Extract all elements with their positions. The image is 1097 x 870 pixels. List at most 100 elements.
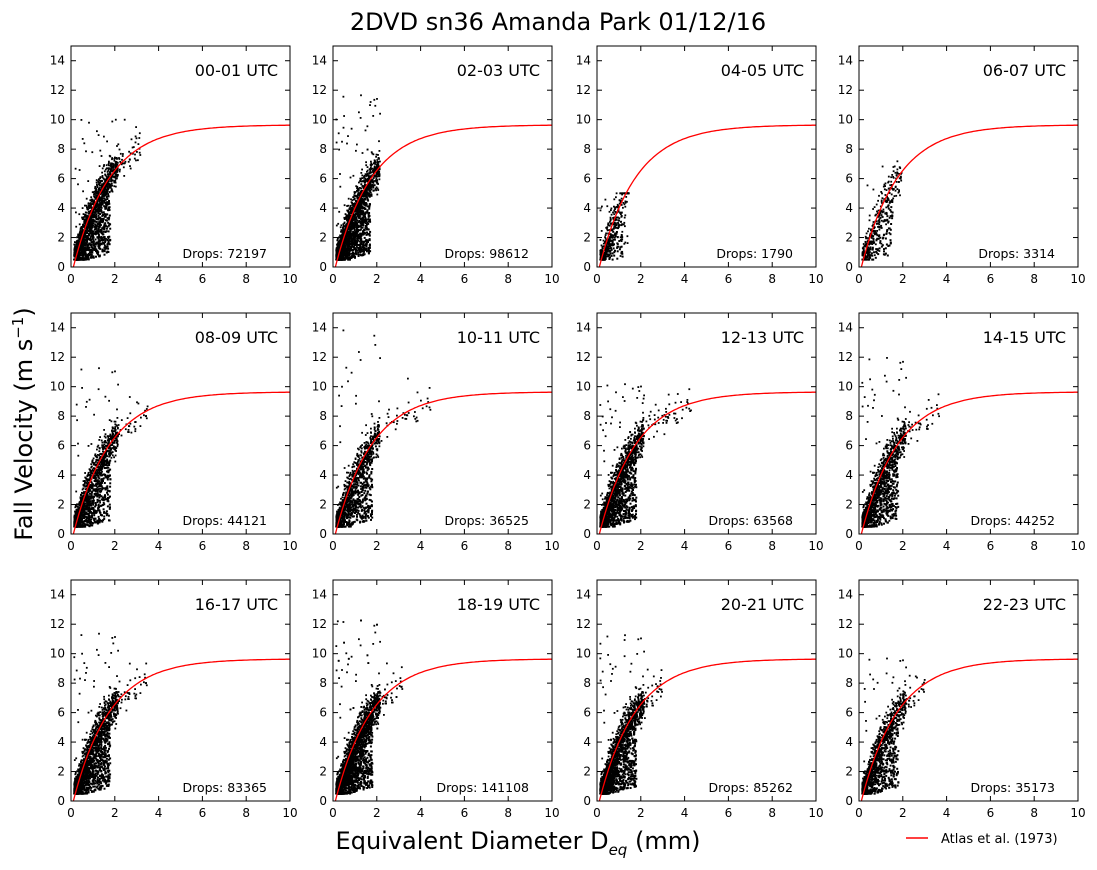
drop-point: [889, 228, 892, 231]
drop-point: [887, 175, 890, 178]
drop-point: [896, 171, 899, 174]
drop-point: [377, 189, 380, 191]
drop-point: [119, 152, 122, 155]
drop-point: [90, 227, 93, 230]
drop-point: [81, 216, 84, 219]
drop-point: [108, 162, 110, 164]
drop-point: [898, 189, 900, 192]
drop-point: [364, 190, 367, 193]
drop-point: [92, 242, 95, 245]
drop-point: [356, 249, 359, 252]
drop-point: [102, 226, 105, 229]
drop-point: [110, 169, 112, 172]
drop-point: [362, 180, 365, 183]
drop-point: [96, 222, 99, 225]
drop-point: [613, 205, 615, 208]
drop-point: [100, 206, 103, 209]
drop-point: [344, 240, 347, 242]
drop-point: [890, 180, 893, 183]
drop-point: [365, 248, 367, 251]
drop-point: [340, 251, 343, 254]
drop-point: [891, 201, 894, 203]
drop-point: [359, 235, 362, 238]
reference-curve: [334, 124, 552, 267]
drop-point: [342, 249, 345, 252]
drop-point: [356, 195, 358, 198]
y-tick-label: 4: [57, 201, 65, 215]
drop-point: [604, 234, 607, 236]
drop-point: [361, 231, 364, 234]
drop-point: [897, 191, 900, 194]
drop-point: [359, 179, 362, 182]
drop-point: [370, 188, 373, 191]
drop-point: [613, 198, 616, 201]
drop-point: [871, 254, 874, 257]
drop-point: [866, 251, 869, 254]
drop-point: [84, 252, 87, 255]
drop-point: [350, 217, 353, 219]
drop-point: [352, 254, 355, 257]
x-tick-label: 0: [329, 272, 337, 286]
drop-point: [369, 191, 372, 194]
drop-point: [614, 249, 616, 252]
drop-point: [881, 165, 884, 168]
drop-point: [366, 196, 369, 199]
y-tick-label: 10: [312, 113, 327, 127]
drop-point: [875, 250, 878, 253]
drop-point: [895, 181, 898, 183]
drop-point: [110, 165, 113, 168]
drop-point: [364, 225, 367, 228]
drop-point: [364, 183, 366, 186]
drop-point: [99, 190, 102, 192]
drop-point: [359, 205, 362, 208]
drop-point: [86, 239, 88, 242]
drop-point: [114, 163, 117, 166]
drop-point: [96, 203, 99, 206]
drop-point: [371, 167, 374, 170]
drop-point: [90, 214, 93, 217]
drop-point: [84, 221, 87, 224]
drop-point: [90, 224, 93, 226]
drop-point: [616, 236, 619, 239]
drop-point: [102, 239, 105, 241]
drop-point: [611, 236, 614, 239]
drop-point: [610, 247, 612, 250]
drop-point: [92, 240, 95, 243]
drop-point: [366, 169, 369, 172]
drop-point: [373, 184, 376, 186]
drop-point: [355, 252, 357, 255]
drop-point: [103, 215, 106, 218]
drop-point: [616, 206, 619, 209]
drop-point: [608, 250, 611, 252]
drop-point: [876, 212, 879, 215]
drop-point: [872, 237, 875, 240]
drop-point: [368, 195, 371, 198]
drop-point: [377, 171, 380, 173]
drop-point: [344, 244, 347, 247]
drop-point: [120, 163, 123, 166]
drop-point: [104, 187, 107, 190]
drop-point: [867, 249, 870, 252]
drop-point: [348, 217, 350, 220]
drop-point: [358, 206, 361, 209]
drop-point: [82, 213, 85, 215]
drop-point: [104, 219, 107, 222]
drop-point: [357, 244, 360, 246]
drop-point: [609, 221, 611, 223]
drop-point: [878, 214, 880, 217]
drop-point: [355, 225, 358, 228]
drop-point: [887, 245, 890, 247]
drop-point: [359, 117, 362, 119]
drop-point: [624, 205, 627, 208]
drop-point: [79, 258, 82, 261]
drop-point: [364, 217, 367, 220]
drop-point: [344, 254, 347, 257]
drop-point: [116, 175, 119, 178]
drop-point: [105, 196, 108, 198]
drop-point: [349, 210, 352, 213]
drop-point: [357, 213, 360, 216]
drop-point: [615, 196, 617, 199]
drop-point: [101, 167, 104, 170]
drop-point: [137, 402, 140, 405]
drop-point: [101, 201, 103, 204]
